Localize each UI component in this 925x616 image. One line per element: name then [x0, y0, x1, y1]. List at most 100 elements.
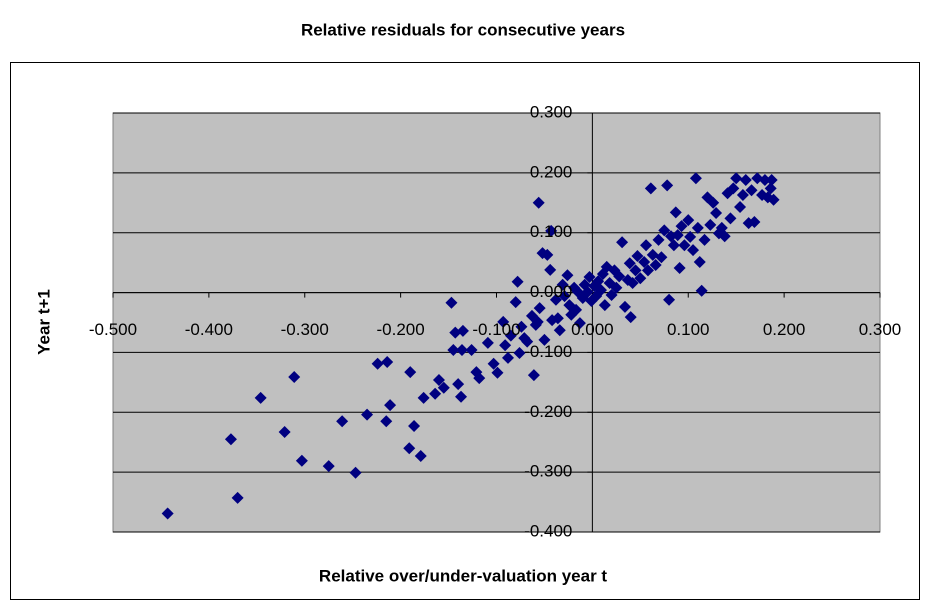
- point: [549, 293, 562, 306]
- point: [663, 293, 676, 306]
- point: [618, 300, 631, 313]
- point: [693, 256, 706, 269]
- point: [689, 172, 702, 185]
- point: [532, 196, 545, 209]
- x-tick-label: -0.200: [377, 320, 425, 339]
- point: [322, 460, 335, 473]
- point: [445, 296, 458, 309]
- point: [758, 174, 771, 187]
- point: [161, 507, 174, 520]
- point: [682, 214, 695, 227]
- x-axis-title: Relative over/under-valuation year t: [319, 566, 607, 585]
- point: [745, 184, 758, 197]
- point: [371, 357, 384, 370]
- y-tick-label: -0.200: [524, 402, 572, 421]
- point: [556, 278, 569, 291]
- x-tick-label: -0.500: [89, 320, 137, 339]
- point: [545, 224, 558, 237]
- point: [570, 303, 583, 316]
- point: [533, 302, 546, 315]
- point: [432, 373, 445, 386]
- point: [497, 315, 510, 328]
- point: [509, 296, 522, 309]
- point: [573, 317, 586, 330]
- y-tick-label: -0.400: [524, 521, 572, 540]
- point: [610, 281, 623, 294]
- point: [646, 248, 659, 261]
- point: [380, 415, 393, 428]
- point: [481, 336, 494, 349]
- point: [581, 285, 594, 298]
- point: [655, 251, 668, 264]
- point: [224, 433, 237, 446]
- point: [595, 284, 608, 297]
- point: [295, 454, 308, 467]
- point: [452, 378, 465, 391]
- point: [541, 248, 554, 261]
- point: [675, 220, 688, 233]
- point: [558, 290, 571, 303]
- chart-title: Relative residuals for consecutive years: [301, 20, 625, 39]
- y-tick-label: 0.000: [530, 282, 573, 301]
- point: [414, 449, 427, 462]
- point: [429, 387, 442, 400]
- x-tick-label: 0.200: [763, 320, 806, 339]
- point: [704, 218, 717, 231]
- point: [404, 366, 417, 379]
- point: [544, 263, 557, 276]
- point: [515, 320, 528, 333]
- point: [684, 230, 697, 243]
- point: [727, 182, 740, 195]
- y-tick-label: 0.300: [530, 102, 573, 121]
- point: [447, 344, 460, 357]
- y-tick-label: 0.200: [530, 162, 573, 181]
- point: [736, 189, 749, 202]
- point: [403, 442, 416, 455]
- point: [455, 344, 468, 357]
- point: [687, 244, 700, 257]
- point: [640, 239, 653, 252]
- point: [667, 239, 680, 252]
- point: [658, 224, 671, 237]
- x-tick-label: -0.300: [281, 320, 329, 339]
- point: [634, 272, 647, 285]
- point: [671, 229, 684, 242]
- point: [465, 344, 478, 357]
- point: [384, 399, 397, 412]
- point: [553, 324, 566, 337]
- point: [455, 390, 468, 403]
- point: [527, 369, 540, 382]
- point: [583, 271, 596, 284]
- point: [551, 312, 564, 325]
- point: [613, 270, 626, 283]
- point: [278, 426, 291, 439]
- point: [511, 275, 524, 288]
- plot-area: [112, 112, 881, 533]
- point: [649, 259, 662, 272]
- x-tick-label: 0.000: [571, 320, 614, 339]
- y-axis-title: Year t+1: [34, 289, 53, 355]
- x-tick-label: -0.400: [185, 320, 233, 339]
- point: [521, 335, 534, 348]
- x-tick-label: 0.300: [859, 320, 902, 339]
- point: [538, 333, 551, 346]
- point: [629, 264, 642, 277]
- point: [691, 221, 704, 234]
- point: [231, 491, 244, 504]
- point: [531, 315, 544, 328]
- point: [504, 329, 517, 342]
- point: [349, 466, 362, 479]
- point: [336, 415, 349, 428]
- point: [641, 264, 654, 277]
- point: [502, 351, 515, 364]
- point: [765, 174, 778, 187]
- point: [437, 381, 450, 394]
- point: [487, 357, 500, 370]
- point: [491, 366, 504, 379]
- point: [669, 206, 682, 219]
- point: [254, 391, 267, 404]
- point: [764, 182, 777, 195]
- point: [561, 269, 574, 282]
